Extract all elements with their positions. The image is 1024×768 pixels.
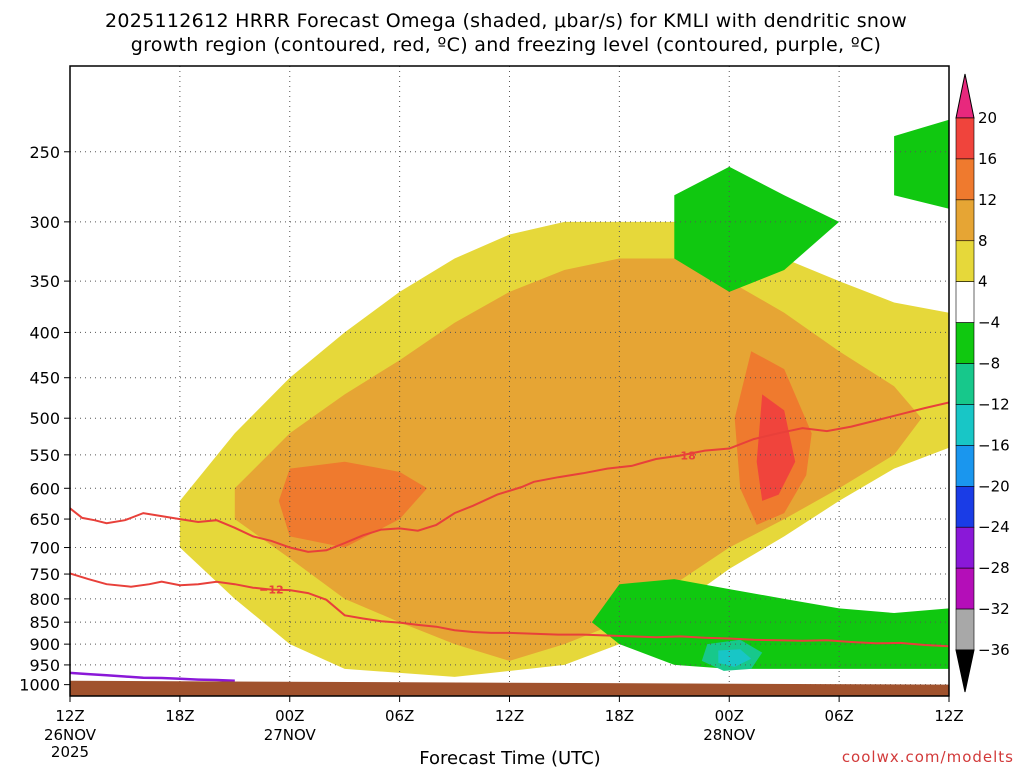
y-tick-label: 850: [29, 613, 60, 632]
colorbar-tick-label: −36: [978, 641, 1010, 659]
y-tick-label: 900: [29, 635, 60, 654]
colorbar: 20 16 12 8 4 −4 −8 −12 −16 −20 −24 −28 −32 −36: [955, 73, 1010, 693]
x-date-label: 26NOV: [44, 726, 97, 744]
colorbar-tick-label: 8: [978, 232, 988, 250]
ground-fill: [70, 680, 949, 696]
y-tick-label: 750: [29, 565, 60, 584]
y-tick-label: 950: [29, 656, 60, 675]
colorbar-tick-label: −32: [978, 600, 1010, 618]
colorbar-swatch: [955, 240, 975, 282]
chart-title-line1: 2025112612 HRRR Forecast Omega (shaded, …: [105, 10, 907, 32]
colorbar-swatch: [955, 486, 975, 528]
colorbar-swatch: [955, 526, 975, 569]
colorbar-tick-label: −8: [978, 355, 1000, 373]
dgz-contour-label: −18: [671, 450, 696, 463]
omega-region-17: [718, 649, 752, 667]
x-tick-label: 12Z: [934, 707, 963, 725]
x-axis-label: Forecast Time (UTC): [419, 748, 600, 768]
x-tick-label: 06Z: [824, 707, 853, 725]
colorbar-tick-label: −20: [978, 477, 1010, 495]
colorbar-tick-label: 4: [978, 273, 988, 291]
colorbar-top-arrow: [955, 73, 975, 119]
x-tick-label: 12Z: [495, 707, 524, 725]
x-date-label: 2025: [51, 743, 89, 761]
omega-shading-layer: [124, 119, 949, 685]
colorbar-bottom-arrow: [955, 649, 975, 693]
colorbar-tick-label: 20: [978, 109, 997, 127]
x-date-label: 28NOV: [703, 726, 756, 744]
colorbar-swatch: [955, 445, 975, 487]
colorbar-tick-label: 12: [978, 191, 997, 209]
colorbar-swatch: [955, 281, 975, 323]
y-tick-label: 300: [29, 213, 60, 232]
y-tick-label: 500: [29, 409, 60, 428]
grid-layer: [70, 66, 949, 696]
omega-region-5: [756, 394, 796, 501]
credit-text: coolwx.com/modelts: [842, 748, 1014, 766]
plot-area: −18 −12: [70, 66, 949, 696]
y-tick-label: 250: [29, 143, 60, 162]
ground-layer: [70, 680, 949, 696]
colorbar-swatch: [955, 199, 975, 242]
dgz-contour-layer: −18 −12: [70, 401, 949, 683]
colorbar-swatch: [955, 158, 975, 201]
x-tick-label: 18Z: [605, 707, 634, 725]
colorbar-tick-label: −12: [978, 395, 1010, 413]
omega-region-12: [591, 579, 949, 669]
colorbar-tick-label: 16: [978, 150, 997, 168]
colorbar-swatch: [955, 404, 975, 446]
colorbar-tick-label: −24: [978, 518, 1010, 536]
y-tick-label: 400: [29, 323, 60, 342]
colorbar-tick-label: −16: [978, 436, 1010, 454]
omega-region-11: [894, 119, 949, 209]
colorbar-swatch: [955, 117, 975, 160]
y-tick-label: 800: [29, 590, 60, 609]
x-tick-label: 18Z: [165, 707, 194, 725]
freezing-level-contour: [70, 671, 235, 683]
y-tick-label: 550: [29, 446, 60, 465]
y-tick-label: 650: [29, 510, 60, 529]
chart-title-line2: growth region (contoured, red, ºC) and f…: [131, 34, 882, 56]
colorbar-tick-label: −28: [978, 559, 1010, 577]
dgz-contour-0: [70, 401, 949, 553]
dgz-contour-1: [70, 572, 949, 648]
colorbar-tick-label: −4: [978, 314, 1000, 332]
x-date-label: 27NOV: [264, 726, 317, 744]
y-tick-label: 350: [29, 272, 60, 291]
colorbar-swatch: [955, 322, 975, 364]
omega-region-3: [278, 461, 428, 548]
colorbar-swatch: [955, 608, 975, 651]
y-tick-label: 600: [29, 479, 60, 498]
x-tick-label: 12Z: [55, 707, 84, 725]
y-tick-label: 700: [29, 539, 60, 558]
y-axis: 250 300 350 400 450 500 550 600 650 700 750 800 850 9…: [19, 143, 70, 695]
colorbar-swatch: [955, 363, 975, 405]
x-tick-label: 00Z: [275, 707, 304, 725]
x-tick-label: 00Z: [715, 707, 744, 725]
omega-region-10: [674, 166, 840, 292]
colorbar-swatch: [955, 567, 975, 610]
x-tick-label: 06Z: [385, 707, 414, 725]
y-tick-label: 1000: [19, 676, 60, 695]
dgz-contour-label: −12: [259, 584, 284, 597]
x-axis: 12Z 18Z 00Z 06Z 12Z 18Z 00Z 06Z 12Z26NOV202527NO…: [44, 696, 964, 761]
y-tick-label: 450: [29, 369, 60, 388]
